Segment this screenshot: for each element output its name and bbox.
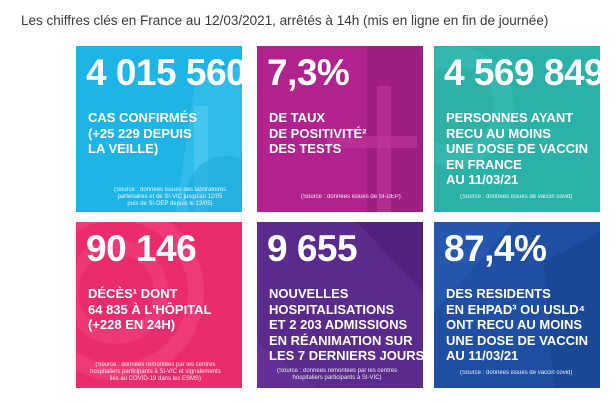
desc-line: EN FRANCE	[446, 156, 522, 172]
card-description: DE TAUX DE POSITIVITÉ² DES TESTS	[269, 110, 367, 157]
source-line: puis de SI-DEP depuis le 13/05)	[127, 201, 213, 207]
card-value: 4 015 560	[86, 52, 242, 93]
desc-line: RECU AU MOINS	[446, 125, 551, 141]
source-line: (Source : données issues de vaccin covid…	[460, 194, 573, 200]
desc-line: (+25 229 DEPUIS	[88, 125, 192, 141]
card-description: CAS CONFIRMÉS (+25 229 DEPUIS LA VEILLE)	[88, 110, 197, 157]
card-hospitalisations: 9 655 NOUVELLES HOSPITALISATIONS ET 2 20…	[257, 222, 423, 388]
card-source: (Source : données issues de SI-DEP)	[301, 194, 401, 201]
card-source: (Source : données issues de vaccin covid…	[460, 194, 572, 201]
card-source: (Source : données issues de vaccin covid…	[460, 370, 572, 377]
desc-line: NOUVELLES	[269, 286, 349, 301]
card-value: 7,3%	[267, 52, 350, 93]
source-line: partenaires et de SI-VIC jusqu'au 12/05	[117, 194, 223, 200]
source-line: liés au COVID-19 dans les ESMS)	[109, 376, 202, 382]
desc-line: UNE DOSE DE VACCIN	[446, 141, 589, 156]
decorative-shape	[76, 222, 204, 380]
card-vaccin-france: 4 569 849 PERSONNES AYANT RECU AU MOINS …	[434, 46, 600, 212]
card-value: 90 146	[86, 228, 197, 269]
card-source: (Source : données remontées par les cent…	[277, 368, 397, 382]
decorative-shape	[327, 46, 423, 212]
desc-line: DÉCÈS¹ DONT	[88, 286, 178, 301]
card-description: NOUVELLES HOSPITALISATIONS ET 2 203 ADMI…	[269, 286, 423, 364]
desc-line: UNE DOSE DE VACCIN	[446, 332, 589, 348]
desc-line: DE POSITIVITÉ²	[269, 125, 367, 141]
desc-line: ONT RECU AU MOINS	[446, 317, 583, 332]
desc-line: ET 2 203 ADMISSIONS	[269, 317, 408, 332]
card-value: 9 655	[267, 228, 358, 269]
desc-line: 64 835 À L'HÔPITAL	[88, 301, 212, 317]
desc-line: DES TESTS	[269, 141, 342, 156]
card-value: 87,4%	[444, 228, 547, 269]
desc-line: LES 7 DERNIERS JOURS	[269, 348, 423, 363]
card-cas-confirmes: 4 015 560 CAS CONFIRMÉS (+25 229 DEPUIS …	[76, 46, 242, 212]
decorative-shape	[176, 66, 242, 212]
source-line: (Source : données remontées par les cent…	[277, 368, 398, 374]
desc-line: AU 11/03/21	[446, 348, 519, 363]
source-line: hospitaliers participants à SI-VIC)	[292, 375, 382, 381]
desc-line: (+228 EN 24H)	[88, 317, 176, 332]
card-deces: 90 146 DÉCÈS¹ DONT 64 835 À L'HÔPITAL (+…	[76, 222, 242, 388]
card-value: 4 569 849	[444, 52, 600, 93]
card-description: DÉCÈS¹ DONT 64 835 À L'HÔPITAL (+228 EN …	[88, 286, 212, 333]
desc-line: LA VEILLE)	[88, 141, 159, 156]
decorative-shape	[257, 222, 423, 388]
desc-line: CAS CONFIRMÉS	[88, 110, 198, 125]
card-description: DES RESIDENTS EN EHPAD³ OU USLD⁴ ONT REC…	[446, 286, 588, 364]
card-taux-positivite: 7,3% DE TAUX DE POSITIVITÉ² DES TESTS (S…	[257, 46, 423, 212]
desc-line: EN EHPAD³ OU USLD⁴	[446, 301, 586, 317]
desc-line: DES RESIDENTS	[446, 286, 551, 301]
source-line: (Source : données remontées par les cent…	[95, 362, 216, 368]
card-source: (Source : données remontées par les cent…	[90, 362, 221, 383]
decorative-shape	[434, 222, 600, 388]
desc-line: EN RÉANIMATION SUR	[269, 332, 413, 348]
desc-line: DE TAUX	[269, 110, 326, 125]
card-source: (Source : données issues des laboratoire…	[114, 187, 226, 208]
decorative-shape	[434, 46, 514, 166]
card-description: PERSONNES AYANT RECU AU MOINS UNE DOSE D…	[446, 110, 588, 188]
source-line: (Source : données issues de SI-DEP)	[301, 194, 401, 200]
source-line: (Source : données issues des laboratoire…	[114, 187, 227, 193]
desc-line: AU 11/03/21	[446, 172, 519, 187]
card-residents-ehpad: 87,4% DES RESIDENTS EN EHPAD³ OU USLD⁴ O…	[434, 222, 600, 388]
source-line: hospitaliers participants à SI-VIC et si…	[90, 369, 221, 375]
desc-line: HOSPITALISATIONS	[269, 301, 395, 317]
page-title: Les chiffres clés en France au 12/03/202…	[21, 13, 549, 28]
source-line: (Source : données issues de vaccin covid…	[460, 370, 573, 376]
desc-line: PERSONNES AYANT	[446, 110, 574, 125]
